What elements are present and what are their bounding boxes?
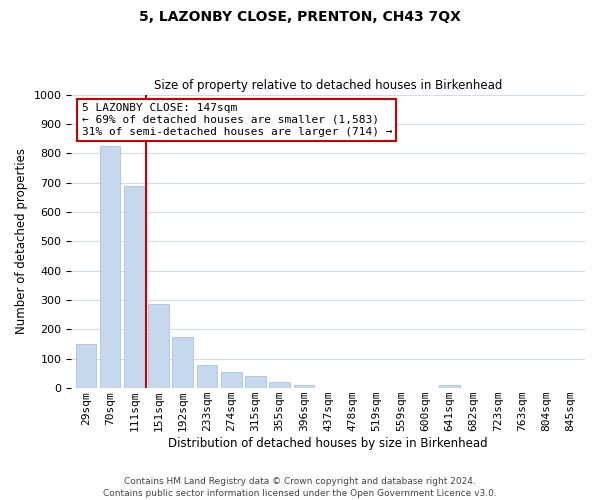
Bar <box>269 382 290 388</box>
Bar <box>172 337 193 388</box>
Y-axis label: Number of detached properties: Number of detached properties <box>15 148 28 334</box>
Bar <box>221 372 242 388</box>
Bar <box>76 344 96 388</box>
Text: 5, LAZONBY CLOSE, PRENTON, CH43 7QX: 5, LAZONBY CLOSE, PRENTON, CH43 7QX <box>139 10 461 24</box>
Bar <box>439 385 460 388</box>
Bar <box>100 146 121 388</box>
X-axis label: Distribution of detached houses by size in Birkenhead: Distribution of detached houses by size … <box>169 437 488 450</box>
Bar <box>124 186 145 388</box>
Bar <box>148 304 169 388</box>
Bar <box>197 366 217 388</box>
Bar <box>293 385 314 388</box>
Bar <box>245 376 266 388</box>
Title: Size of property relative to detached houses in Birkenhead: Size of property relative to detached ho… <box>154 79 502 92</box>
Text: 5 LAZONBY CLOSE: 147sqm
← 69% of detached houses are smaller (1,583)
31% of semi: 5 LAZONBY CLOSE: 147sqm ← 69% of detache… <box>82 104 392 136</box>
Text: Contains HM Land Registry data © Crown copyright and database right 2024.
Contai: Contains HM Land Registry data © Crown c… <box>103 476 497 498</box>
